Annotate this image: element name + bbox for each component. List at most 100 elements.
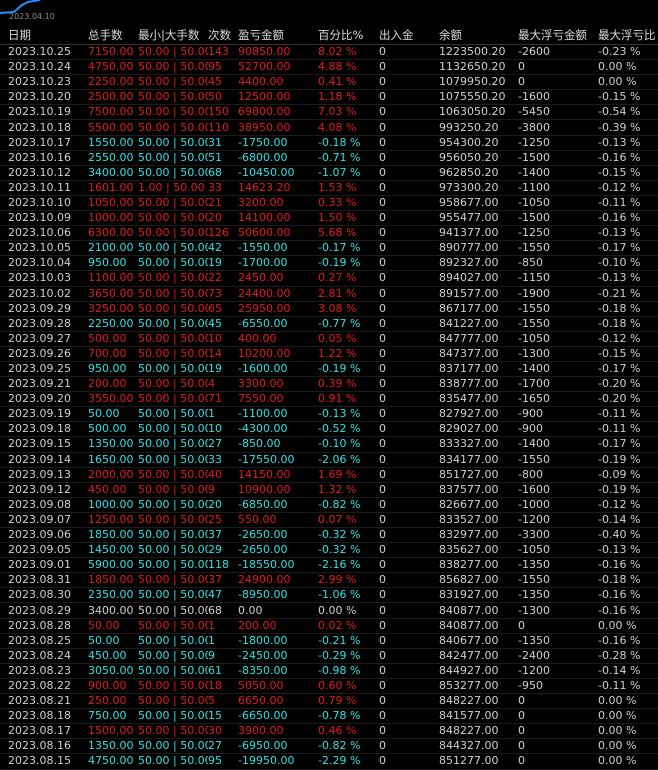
table-row[interactable]: 2023.08.28 50.00 50.00 | 50.00 1 200.00 0.02 … [0, 618, 658, 634]
col-header-date[interactable]: 日期 [8, 28, 31, 42]
cell-percent: -0.29 % [318, 648, 379, 664]
table-row[interactable]: 2023.09.19 50.00 50.00 | 50.00 1 -1100.00 -0.… [0, 406, 658, 423]
table-row[interactable]: 2023.08.15 4750.00 50.00 | 50.00 95 -19950.0… [0, 753, 658, 770]
table-row[interactable]: 2023.08.24 450.00 50.00 | 50.00 9 -2450.00 -0… [0, 648, 658, 664]
cell-count: 110 [208, 119, 238, 136]
cell-deposit-withdraw: 0 [379, 452, 439, 468]
cell-balance: 1063050.20 [439, 104, 518, 121]
cell-max-float-loss-pct: -0.12 % [598, 180, 658, 196]
cell-total-lots: 500.00 [88, 331, 138, 347]
cell-percent: -0.18 % [318, 135, 379, 151]
cell-count: 30 [208, 723, 238, 740]
table-row[interactable]: 2023.09.20 3550.00 50.00 | 50.00 71 7550.00 0… [0, 391, 658, 408]
cell-count: 19 [208, 361, 238, 378]
table-row[interactable]: 2023.10.12 3400.00 50.00 | 50.00 68 -10450.0… [0, 165, 658, 181]
table-row[interactable]: 2023.10.03 1100.00 50.00 | 50.00 22 2450.00 0… [0, 270, 658, 287]
table-row[interactable]: 2023.09.13 2000.00 50.00 | 50.00 40 14150.00… [0, 467, 658, 483]
cell-min-max-lots: 50.00 | 50.00 [138, 678, 208, 695]
cell-date: 2023.10.09 [0, 210, 88, 227]
cell-max-float-loss: 0 [518, 753, 598, 770]
table-row[interactable]: 2023.10.04 950.00 50.00 | 50.00 19 -1700.00-… [0, 255, 658, 272]
table-row[interactable]: 2023.10.25 7150.00 50.00 | 50.00 143 90850.0… [0, 44, 658, 61]
col-header-max-float-loss[interactable]: 最大浮亏金额 [518, 28, 587, 42]
cell-total-lots: 4750.00 [88, 753, 138, 770]
table-row[interactable]: 2023.10.05 2100.00 50.00 | 50.00 42 -1550.00… [0, 240, 658, 257]
table-row[interactable]: 2023.08.23 3050.00 50.00 | 50.00 61 -8350.00… [0, 663, 658, 679]
table-row[interactable]: 2023.10.16 2550.00 50.00 | 50.00 51 -6800.00… [0, 150, 658, 166]
cell-date: 2023.10.03 [0, 270, 88, 287]
cell-min-max-lots: 50.00 | 50.00 [138, 104, 208, 121]
col-header-max-float-loss-pct[interactable]: 最大浮亏比 [598, 28, 656, 42]
cell-total-lots: 200.00 [88, 376, 138, 393]
table-row[interactable]: 2023.09.27 500.00 50.00 | 50.00 10 400.00 0.0… [0, 331, 658, 347]
table-row[interactable]: 2023.08.17 1500.00 50.00 | 50.00 30 3900.00 0… [0, 723, 658, 740]
table-row[interactable]: 2023.10.23 2250.00 50.00 | 50.00 45 4400.00 0… [0, 74, 658, 91]
cell-max-float-loss-pct: 0.00 % [598, 618, 658, 634]
table-row[interactable]: 2023.10.18 5500.00 50.00 | 50.00 110 38950.0… [0, 119, 658, 136]
table-row[interactable]: 2023.10.20 2500.00 50.00 | 50.00 50 12500.00… [0, 89, 658, 106]
cell-max-float-loss-pct: 0.00 % [598, 708, 658, 725]
cell-pnl: 3900.00 [238, 723, 318, 740]
cell-deposit-withdraw: 0 [379, 74, 439, 91]
col-header-pnl[interactable]: 盈亏金额 [238, 28, 284, 42]
cell-total-lots: 2250.00 [88, 74, 138, 91]
cell-pnl: 200.00 [238, 618, 318, 634]
table-row[interactable]: 2023.08.30 2350.00 50.00 | 50.00 47 -8950.00… [0, 587, 658, 604]
table-row[interactable]: 2023.09.26 700.00 50.00 | 50.00 14 10200.00 1… [0, 346, 658, 362]
cell-total-lots: 3650.00 [88, 286, 138, 302]
cell-deposit-withdraw: 0 [379, 708, 439, 725]
table-row[interactable]: 2023.09.18 500.00 50.00 | 50.00 10 -4300.00-… [0, 421, 658, 438]
table-row[interactable]: 2023.10.17 1550.00 50.00 | 50.00 31 -1750.00… [0, 135, 658, 151]
table-row[interactable]: 2023.10.24 4750.00 50.00 | 50.00 95 52700.00… [0, 59, 658, 76]
cell-max-float-loss-pct: -0.20 % [598, 376, 658, 393]
table-row[interactable]: 2023.10.09 1000.00 50.00 | 50.00 20 14100.00… [0, 210, 658, 227]
cell-count: 42 [208, 240, 238, 257]
cell-percent: 0.91 % [318, 391, 379, 408]
cell-percent: 1.32 % [318, 482, 379, 498]
table-row[interactable]: 2023.08.16 1350.00 50.00 | 50.00 27 -6950.00… [0, 738, 658, 755]
cell-count: 27 [208, 738, 238, 755]
table-row[interactable]: 2023.09.07 1250.00 50.00 | 50.00 25 550.00 0.… [0, 512, 658, 529]
table-row[interactable]: 2023.10.10 1050.00 50.00 | 50.00 21 3200.00 0… [0, 195, 658, 212]
cell-max-float-loss: -1550 [518, 240, 598, 257]
table-row[interactable]: 2023.08.25 50.00 50.00 | 50.00 1 -1800.00 -0.… [0, 633, 658, 649]
table-row[interactable]: 2023.09.15 1350.00 50.00 | 50.00 27 -850.00-… [0, 436, 658, 453]
col-header-percent[interactable]: 百分比% [318, 28, 364, 42]
table-row[interactable]: 2023.08.21 250.00 50.00 | 50.00 5 6650.00 0.7… [0, 693, 658, 710]
cell-deposit-withdraw: 0 [379, 512, 439, 529]
col-header-balance[interactable]: 余额 [439, 28, 462, 42]
col-header-total-lots[interactable]: 总手数 [88, 28, 123, 42]
cell-min-max-lots: 50.00 | 50.00 [138, 270, 208, 287]
col-header-deposit-withdraw[interactable]: 出入金 [379, 28, 414, 42]
cell-pnl: -6800.00 [238, 150, 318, 166]
table-row[interactable]: 2023.09.12 450.00 50.00 | 50.00 9 10900.00 1.… [0, 482, 658, 498]
cell-balance: 856827.00 [439, 572, 518, 589]
table-row[interactable]: 2023.08.29 3400.00 50.00 | 50.00 68 0.00 0.00… [0, 602, 658, 619]
cell-date: 2023.08.25 [0, 633, 88, 649]
col-header-count[interactable]: 次数 [208, 28, 231, 42]
table-row[interactable]: 2023.10.02 3650.00 50.00 | 50.00 73 24400.00… [0, 286, 658, 302]
cell-max-float-loss-pct: -0.13 % [598, 542, 658, 559]
table-row[interactable]: 2023.09.28 2250.00 50.00 | 50.00 45 -6550.00… [0, 316, 658, 332]
table-row[interactable]: 2023.10.11 1601.00 1.00 | 50.00 33 14623.20 1… [0, 180, 658, 196]
chart-strip: 2023.04.10 [0, 0, 658, 26]
table-row[interactable]: 2023.08.31 1850.00 50.00 | 50.00 37 24900.00… [0, 572, 658, 589]
table-row[interactable]: 2023.10.06 6300.00 50.00 | 50.00 126 50600.0… [0, 225, 658, 242]
table-row[interactable]: 2023.09.01 5900.00 50.00 | 50.00 118 -18550.… [0, 557, 658, 574]
table-row[interactable]: 2023.08.22 900.00 50.00 | 50.00 18 5050.00 0.… [0, 678, 658, 695]
cell-percent: 0.79 % [318, 693, 379, 710]
col-header-min-max-lots[interactable]: 最小|大手数 [138, 28, 200, 42]
table-row[interactable]: 2023.09.21 200.00 50.00 | 50.00 4 3300.00 0.3… [0, 376, 658, 393]
cell-deposit-withdraw: 0 [379, 738, 439, 755]
cell-deposit-withdraw: 0 [379, 542, 439, 559]
cell-date: 2023.08.24 [0, 648, 88, 664]
table-row[interactable]: 2023.09.25 950.00 50.00 | 50.00 19 -1600.00-… [0, 361, 658, 378]
table-row[interactable]: 2023.09.14 1650.00 50.00 | 50.00 33 -17550.0… [0, 452, 658, 468]
table-row[interactable]: 2023.10.19 7500.00 50.00 | 50.00 150 69800.0… [0, 104, 658, 121]
table-row[interactable]: 2023.08.18 750.00 50.00 | 50.00 15 -6650.00-… [0, 708, 658, 725]
table-row[interactable]: 2023.09.05 1450.00 50.00 | 50.00 29 -2650.00… [0, 542, 658, 559]
table-row[interactable]: 2023.09.06 1850.00 50.00 | 50.00 37 -2650.00… [0, 527, 658, 544]
table-row[interactable]: 2023.09.29 3250.00 50.00 | 50.00 65 25950.00… [0, 301, 658, 317]
table-row[interactable]: 2023.09.08 1000.00 50.00 | 50.00 20 -6850.00… [0, 497, 658, 513]
cell-min-max-lots: 50.00 | 50.00 [138, 587, 208, 604]
